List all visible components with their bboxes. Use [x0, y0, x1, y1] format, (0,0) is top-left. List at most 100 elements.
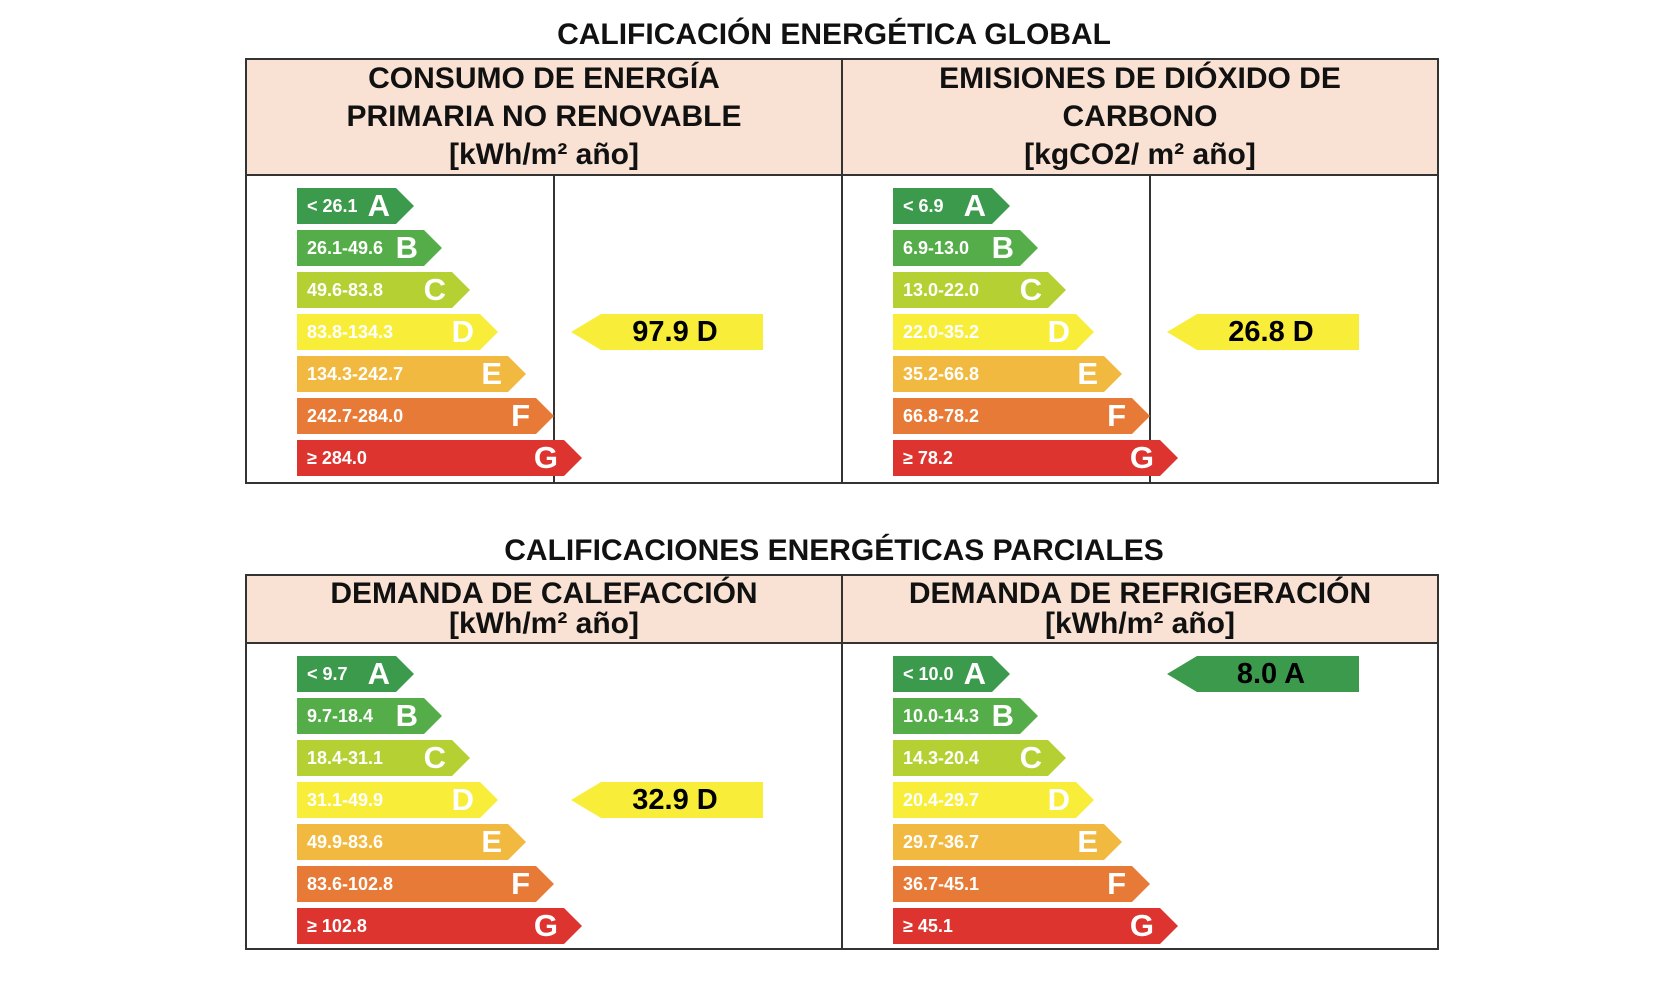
refrigeracion-unit: [kWh/m² año] — [1045, 607, 1235, 640]
calefaccion-result-cell: 32.9 D — [555, 644, 841, 948]
rating-bar-c: 18.4-31.1 C — [297, 740, 470, 776]
rating-letter: F — [1107, 866, 1126, 901]
consumo-title: CONSUMO DE ENERGÍA PRIMARIA NO RENOVABLE — [346, 62, 742, 133]
calefaccion-header: DEMANDA DE CALEFACCIÓN [kWh/m² año] — [247, 576, 841, 642]
consumo-panel: < 26.1 A 26.1-49.6 B 49.6-83.8 C 83.8-134.3 D 13… — [247, 176, 841, 482]
rating-letter: B — [991, 230, 1014, 265]
rating-range: < 9.7 — [307, 663, 348, 684]
consumo-result-arrow: 97.9 D — [571, 314, 763, 350]
calefaccion-result-arrow: 32.9 D — [571, 782, 763, 818]
rating-letter: G — [533, 440, 558, 475]
rating-bar-c: 13.0-22.0 C — [893, 272, 1066, 308]
refrigeracion-panel: < 10.0 A 10.0-14.3 B 14.3-20.4 C 20.4-29.7 D 29.… — [841, 644, 1437, 948]
parciales-rating-table: DEMANDA DE CALEFACCIÓN [kWh/m² año] DEMA… — [245, 574, 1439, 950]
rating-bar-d: 20.4-29.7 D — [893, 782, 1094, 818]
global-table-header: CONSUMO DE ENERGÍA PRIMARIA NO RENOVABLE… — [247, 60, 1437, 176]
rating-range: 66.8-78.2 — [903, 405, 980, 426]
rating-bar-f: 83.6-102.8 F — [297, 866, 554, 902]
rating-letter: E — [1077, 824, 1098, 859]
rating-letter: D — [451, 782, 474, 817]
consumo-result-cell: 97.9 D — [555, 176, 841, 482]
rating-range: 242.7-284.0 — [307, 405, 404, 426]
rating-letter: A — [963, 656, 986, 691]
rating-range: 83.8-134.3 — [307, 321, 394, 342]
rating-bar-e: 49.9-83.6 E — [297, 824, 526, 860]
rating-range: 22.0-35.2 — [903, 321, 980, 342]
rating-bar-b: 10.0-14.3 B — [893, 698, 1038, 734]
rating-bar-f: 242.7-284.0 F — [297, 398, 554, 434]
rating-bar-f: 66.8-78.2 F — [893, 398, 1150, 434]
calefaccion-scale: < 9.7 A 9.7-18.4 B 18.4-31.1 C 31.1-49.9 D 49.9-… — [247, 644, 555, 948]
rating-letter: G — [1129, 908, 1154, 943]
rating-range: 36.7-45.1 — [903, 873, 980, 894]
rating-letter: B — [395, 698, 418, 733]
rating-letter: D — [1047, 782, 1070, 817]
rating-range: 31.1-49.9 — [307, 789, 384, 810]
rating-bar-e: 35.2-66.8 E — [893, 356, 1122, 392]
rating-range: 20.4-29.7 — [903, 789, 980, 810]
rating-letter: C — [1019, 272, 1042, 307]
rating-letter: A — [367, 188, 390, 223]
global-rating-table: CONSUMO DE ENERGÍA PRIMARIA NO RENOVABLE… — [245, 58, 1439, 484]
rating-bar-b: 9.7-18.4 B — [297, 698, 442, 734]
rating-letter: F — [511, 866, 530, 901]
rating-range: 10.0-14.3 — [903, 705, 980, 726]
rating-letter: E — [481, 356, 502, 391]
rating-bar-b: 26.1-49.6 B — [297, 230, 442, 266]
refrigeracion-result-cell: 8.0 A — [1151, 644, 1437, 948]
emisiones-result-cell: 26.8 D — [1151, 176, 1437, 482]
rating-range: 9.7-18.4 — [307, 705, 374, 726]
emisiones-panel: < 6.9 A 6.9-13.0 B 13.0-22.0 C 22.0-35.2 D 35.2-… — [841, 176, 1437, 482]
rating-letter: E — [1077, 356, 1098, 391]
rating-letter: B — [991, 698, 1014, 733]
rating-range: < 26.1 — [307, 195, 358, 216]
calefaccion-panel: < 9.7 A 9.7-18.4 B 18.4-31.1 C 31.1-49.9 D 49.9-… — [247, 644, 841, 948]
rating-bar-c: 14.3-20.4 C — [893, 740, 1066, 776]
rating-range: ≥ 78.2 — [903, 447, 953, 468]
rating-bar-a: < 6.9 A — [893, 188, 1010, 224]
global-section-title: CALIFICACIÓN ENERGÉTICA GLOBAL — [557, 18, 1111, 51]
refrigeracion-header: DEMANDA DE REFRIGERACIÓN [kWh/m² año] — [841, 576, 1437, 642]
calefaccion-title: DEMANDA DE CALEFACCIÓN — [330, 577, 758, 610]
rating-letter: D — [451, 314, 474, 349]
rating-bar-d: 83.8-134.3 D — [297, 314, 498, 350]
rating-letter: D — [1047, 314, 1070, 349]
rating-letter: C — [1019, 740, 1042, 775]
rating-bar-g: ≥ 284.0 G — [297, 440, 582, 476]
rating-bar-d: 22.0-35.2 D — [893, 314, 1094, 350]
refrigeracion-scale: < 10.0 A 10.0-14.3 B 14.3-20.4 C 20.4-29.7 D 29.… — [843, 644, 1151, 948]
rating-range: 14.3-20.4 — [903, 747, 980, 768]
emisiones-result-arrow: 26.8 D — [1167, 314, 1359, 350]
rating-letter: E — [481, 824, 502, 859]
rating-bar-f: 36.7-45.1 F — [893, 866, 1150, 902]
rating-range: ≥ 284.0 — [307, 447, 367, 468]
rating-range: ≥ 102.8 — [307, 915, 367, 936]
rating-range: 49.9-83.6 — [307, 831, 384, 852]
consumo-scale: < 26.1 A 26.1-49.6 B 49.6-83.8 C 83.8-134.3 D 13… — [247, 176, 555, 482]
rating-bar-e: 29.7-36.7 E — [893, 824, 1122, 860]
rating-letter: F — [511, 398, 530, 433]
rating-letter: G — [533, 908, 558, 943]
consumo-unit: [kWh/m² año] — [449, 138, 639, 171]
rating-bar-c: 49.6-83.8 C — [297, 272, 470, 308]
rating-bar-d: 31.1-49.9 D — [297, 782, 498, 818]
parciales-section-title: CALIFICACIONES ENERGÉTICAS PARCIALES — [504, 534, 1164, 567]
rating-bar-a: < 10.0 A — [893, 656, 1010, 692]
rating-letter: C — [423, 740, 446, 775]
rating-letter: A — [963, 188, 986, 223]
rating-range: 26.1-49.6 — [307, 237, 384, 258]
refrigeracion-result-arrow: 8.0 A — [1167, 656, 1359, 692]
rating-bar-a: < 9.7 A — [297, 656, 414, 692]
rating-range: ≥ 45.1 — [903, 915, 953, 936]
rating-range: 134.3-242.7 — [307, 363, 404, 384]
rating-range: 6.9-13.0 — [903, 237, 970, 258]
rating-bar-g: ≥ 102.8 G — [297, 908, 582, 944]
rating-letter: A — [367, 656, 390, 691]
rating-bar-a: < 26.1 A — [297, 188, 414, 224]
rating-range: < 6.9 — [903, 195, 944, 216]
rating-range: 13.0-22.0 — [903, 279, 980, 300]
consumo-header: CONSUMO DE ENERGÍA PRIMARIA NO RENOVABLE… — [247, 60, 841, 174]
rating-range: 18.4-31.1 — [307, 747, 384, 768]
rating-bar-b: 6.9-13.0 B — [893, 230, 1038, 266]
rating-letter: F — [1107, 398, 1126, 433]
